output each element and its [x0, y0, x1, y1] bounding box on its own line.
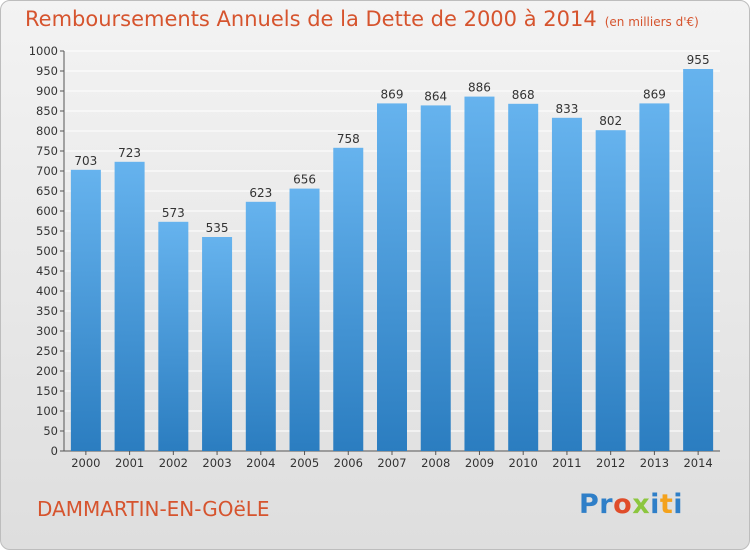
bar [333, 147, 364, 452]
bar [551, 117, 582, 452]
x-tick-label: 2005 [290, 456, 319, 470]
bar [377, 103, 407, 452]
bar-value-label: 723 [118, 146, 141, 160]
x-tick-label: 2009 [465, 456, 494, 470]
y-tick-label: 800 [36, 124, 58, 138]
bar-value-label: 623 [249, 186, 272, 200]
y-tick-label: 600 [36, 204, 58, 218]
bar-value-label: 864 [424, 89, 447, 103]
bar-value-label: 535 [206, 221, 229, 235]
y-tick-label: 200 [36, 364, 58, 378]
x-tick-label: 2014 [683, 456, 712, 470]
logo-letter: P [579, 489, 600, 520]
y-tick-label: 0 [51, 444, 58, 458]
y-tick-label: 900 [36, 84, 58, 98]
x-tick-label: 2008 [421, 456, 450, 470]
logo-letter: t [659, 489, 674, 520]
y-tick-label: 100 [36, 404, 58, 418]
logo-letter: o [613, 489, 633, 520]
bar-value-label: 833 [555, 102, 578, 116]
bar [420, 105, 451, 452]
x-tick-label: 2007 [377, 456, 406, 470]
x-tick-label: 2003 [202, 456, 231, 470]
y-tick-label: 250 [36, 344, 58, 358]
bar-value-label: 573 [162, 206, 185, 220]
bar-value-label: 955 [687, 53, 710, 67]
bar [158, 221, 189, 451]
y-tick-label: 50 [43, 424, 58, 438]
y-tick-label: 650 [36, 184, 58, 198]
x-tick-label: 2012 [596, 456, 625, 470]
bar [508, 103, 539, 452]
bar [70, 169, 101, 452]
logo-letter: i [650, 489, 660, 520]
y-tick-label: 750 [36, 144, 58, 158]
bar-value-label: 869 [381, 87, 404, 101]
bar [639, 103, 670, 452]
title-text: Remboursements Annuels de la Dette de 20… [25, 7, 597, 31]
y-tick-label: 1000 [29, 44, 58, 58]
bar-value-label: 869 [643, 87, 666, 101]
y-tick-label: 850 [36, 104, 58, 118]
x-tick-label: 2010 [509, 456, 538, 470]
y-tick-label: 400 [36, 284, 58, 298]
bar-value-label: 758 [337, 132, 360, 146]
y-tick-label: 700 [36, 164, 58, 178]
y-tick-label: 550 [36, 224, 58, 238]
y-tick-label: 150 [36, 384, 58, 398]
bar [683, 69, 714, 451]
y-tick-label: 950 [36, 64, 58, 78]
bar-value-label: 868 [512, 88, 535, 102]
bar-value-label: 802 [599, 114, 622, 128]
bar-value-label: 656 [293, 173, 316, 187]
city-name: DAMMARTIN-EN-GOëLE [37, 497, 270, 521]
bar [245, 201, 276, 451]
y-tick-label: 500 [36, 244, 58, 258]
y-tick-label: 450 [36, 264, 58, 278]
bar [464, 96, 495, 451]
x-tick-label: 2006 [334, 456, 363, 470]
x-tick-label: 2011 [552, 456, 581, 470]
x-tick-label: 2013 [640, 456, 669, 470]
bar [202, 237, 233, 451]
bar [595, 130, 626, 451]
y-tick-label: 300 [36, 324, 58, 338]
bar [114, 161, 145, 452]
logo-letter: x [632, 489, 651, 520]
logo-letter: r [599, 489, 614, 520]
y-tick-label: 350 [36, 304, 58, 318]
bar-value-label: 703 [74, 154, 97, 168]
chart-title: Remboursements Annuels de la Dette de 20… [25, 7, 699, 31]
x-tick-label: 2002 [159, 456, 188, 470]
bar [289, 188, 320, 451]
bar-value-label: 886 [468, 81, 491, 95]
unit-label: (en milliers d'€) [604, 15, 699, 29]
x-tick-label: 2000 [71, 456, 100, 470]
logo-letter: i [673, 489, 684, 520]
x-tick-label: 2004 [246, 456, 275, 470]
proxiti-logo: Proxiti [579, 489, 683, 520]
x-tick-label: 2001 [115, 456, 144, 470]
